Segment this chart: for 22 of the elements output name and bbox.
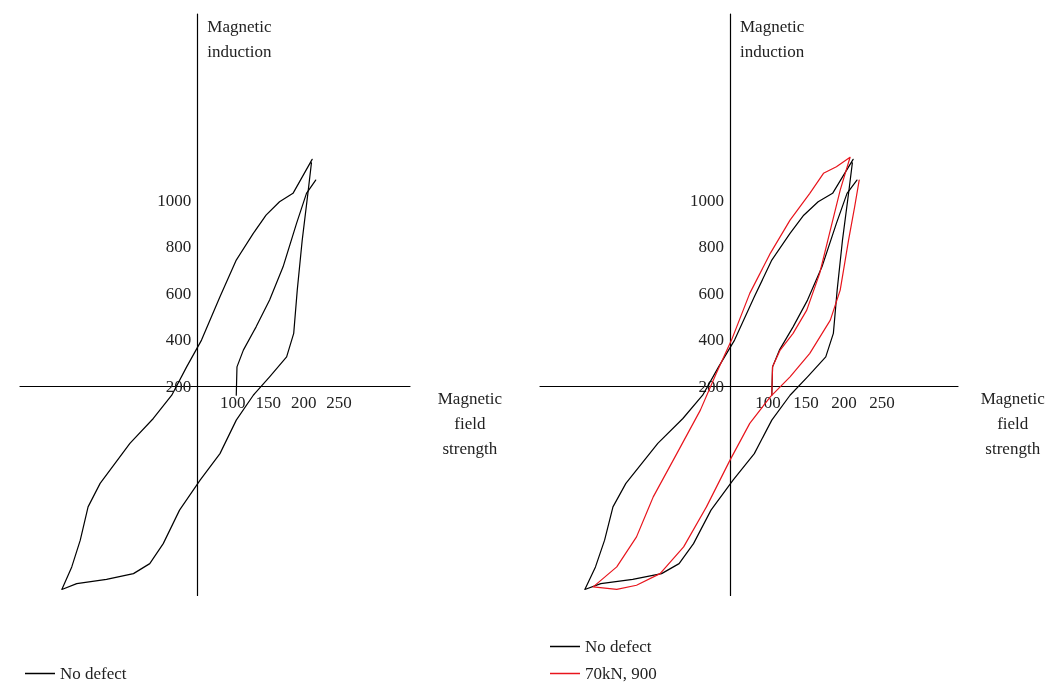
x-tick-label: 200 <box>290 393 317 413</box>
x-axis-title: Magnetic field strength <box>437 389 503 459</box>
legend-label: No defect <box>60 664 127 683</box>
y-tick-label: 1000 <box>157 190 192 210</box>
y-axis-title: Magnetic induction <box>207 17 272 61</box>
x-tick-label: 250 <box>326 393 352 413</box>
legend-label: 70kN, 900 <box>585 664 657 683</box>
y-tick-label: 600 <box>165 283 192 303</box>
y-tick-label: 800 <box>698 237 724 257</box>
x-tick-label: 150 <box>793 393 819 413</box>
legend-label: No defect <box>585 637 652 656</box>
y-axis-title: Magnetic induction <box>740 17 805 61</box>
y-tick-label: 400 <box>698 330 724 350</box>
y-tick-label: 1000 <box>690 190 724 210</box>
y-tick-label: 400 <box>165 330 192 350</box>
y-tick-label: 800 <box>165 237 192 257</box>
y-tick-label: 600 <box>698 283 724 303</box>
x-tick-label: 200 <box>831 393 857 413</box>
x-tick-label: 150 <box>255 393 281 413</box>
x-tick-label: 250 <box>869 393 895 413</box>
x-tick-label: 100 <box>219 393 246 413</box>
x-axis-title: Magnetic field strength <box>980 389 1046 459</box>
